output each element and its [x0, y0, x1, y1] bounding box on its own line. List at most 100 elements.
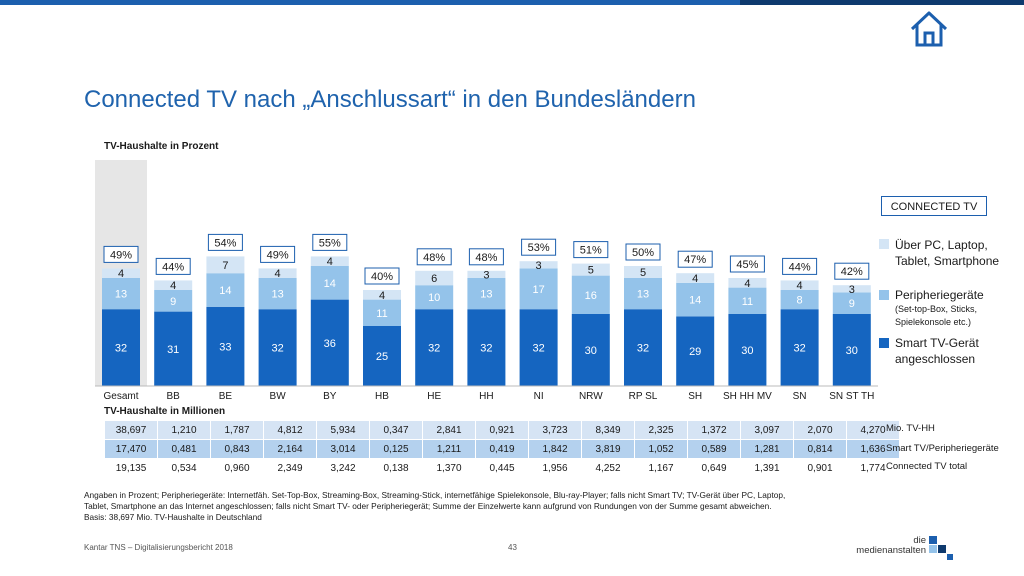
mio-table-cell: 0,960: [210, 458, 264, 478]
bar-segment: [624, 309, 662, 386]
top-accent-bar: [0, 0, 1024, 5]
mio-table-cell: 4,812: [263, 420, 317, 440]
legend-label-peripheral: Peripheriegeräte (Set-top-Box, Sticks, S…: [895, 288, 984, 327]
mio-table-cell: 1,774: [846, 458, 900, 478]
stacked-bar-chart: 3213449%Gesamt319444%BB3314754%BE3213449…: [95, 160, 878, 402]
category-tick-label: HB: [375, 391, 389, 402]
category-tick-label: BE: [219, 391, 233, 402]
bar-value-label: 4: [797, 280, 803, 292]
mio-table-cell: 2,841: [422, 420, 476, 440]
total-label: 45%: [736, 259, 758, 271]
bar-segment: [310, 266, 349, 300]
bar-segment: [780, 280, 819, 290]
mio-table-cell: 4,270: [846, 420, 900, 440]
bar-segment: [728, 314, 767, 386]
bar-value-label: 32: [480, 343, 492, 355]
bar-value-label: 36: [324, 338, 336, 350]
bar-segment: [571, 314, 610, 386]
bar-segment: [415, 309, 454, 386]
bar-value-label: 30: [585, 345, 597, 357]
bar-segment: [624, 278, 662, 310]
category-tick-label: SN: [793, 391, 807, 402]
mio-table-cell: 3,014: [316, 439, 370, 459]
bar-segment: [571, 263, 610, 276]
bar-value-label: 14: [689, 295, 701, 307]
total-label: 49%: [267, 249, 289, 261]
total-label-box: [416, 248, 452, 266]
total-label-box: [834, 262, 870, 280]
bar-value-label: 33: [219, 341, 231, 353]
bar-segment: [102, 268, 140, 278]
mio-table-row: 17,470 0,481 0,843 2,164 3,014 0,125 1,211 0,41…: [104, 439, 900, 459]
home-icon[interactable]: [908, 8, 950, 50]
mio-table-cell: 3,819: [581, 439, 635, 459]
top-accent-bar-dark: [740, 0, 1024, 5]
bar-segment: [467, 270, 506, 278]
total-label: 55%: [319, 237, 341, 249]
bar-segment: [206, 256, 245, 274]
bar-segment: [102, 278, 140, 310]
mio-table-title: TV-Haushalte in Millionen: [104, 406, 226, 417]
bar-segment: [467, 278, 506, 310]
category-tick-label: SN ST TH: [829, 391, 874, 402]
mio-table-cell: 0,814: [793, 439, 847, 459]
bar-segment: [154, 280, 193, 290]
bar-value-label: 4: [327, 256, 333, 268]
mio-table-cell: 19,135: [104, 458, 158, 478]
bar-segment: [258, 278, 297, 310]
category-tick-label: HE: [427, 391, 441, 402]
mio-table-cell: 0,481: [157, 439, 211, 459]
bar-value-label: 17: [532, 284, 544, 296]
total-label-box: [312, 233, 348, 251]
total-label: 51%: [580, 245, 602, 257]
total-label-box: [625, 243, 661, 261]
mio-table-cell: 1,956: [528, 458, 582, 478]
bar-value-label: 30: [846, 345, 858, 357]
bar-value-label: 9: [170, 296, 176, 308]
bar-value-label: 3: [536, 260, 542, 272]
bar-value-label: 32: [637, 343, 649, 355]
legend-label-smarttv: Smart TV-Gerät angeschlossen: [895, 336, 979, 366]
bar-value-label: 13: [115, 289, 127, 301]
category-tick-label: RP SL: [629, 391, 658, 402]
bar-value-label: 32: [115, 343, 127, 355]
bar-value-label: 25: [376, 351, 388, 363]
bar-value-label: 4: [692, 273, 698, 285]
bar-segment: [363, 326, 401, 386]
bar-segment: [780, 290, 819, 310]
bar-value-label: 32: [532, 343, 544, 355]
bar-segment: [519, 268, 558, 310]
mio-table-cell: 1,372: [687, 420, 741, 440]
mio-table-cell: 0,534: [157, 458, 211, 478]
total-label-box: [468, 248, 504, 266]
bar-segment: [832, 292, 871, 314]
bar-value-label: 7: [222, 260, 228, 272]
bar-value-label: 32: [428, 343, 440, 355]
bar-value-label: 4: [379, 290, 385, 302]
mio-table-cell: 1,370: [422, 458, 476, 478]
mio-table-cell: 0,125: [369, 439, 423, 459]
bar-segment: [571, 275, 610, 314]
mio-table-cell: 1,052: [634, 439, 688, 459]
mio-table-cell: 1,210: [157, 420, 211, 440]
mio-table-cell: 0,138: [369, 458, 423, 478]
total-label: 40%: [371, 271, 393, 283]
page-number: 43: [508, 543, 517, 552]
mio-table-cell: 3,723: [528, 420, 582, 440]
mio-table-cell: 4,252: [581, 458, 635, 478]
bar-value-label: 16: [585, 290, 597, 302]
bar-segment: [519, 309, 558, 386]
mio-table-cell: 2,349: [263, 458, 317, 478]
mio-table-cell: 1,281: [740, 439, 794, 459]
category-tick-label: BW: [270, 391, 287, 402]
bar-segment: [102, 309, 140, 386]
legend-label-pc: Über PC, Laptop, Tablet, Smartphone: [895, 238, 1000, 268]
total-label-box: [677, 250, 713, 268]
mio-table-cell: 0,901: [793, 458, 847, 478]
mio-table-cell: 2,070: [793, 420, 847, 440]
total-label-box: [103, 245, 139, 263]
total-label-box: [782, 257, 818, 275]
mio-table-cell: 2,164: [263, 439, 317, 459]
bar-segment: [154, 290, 193, 312]
category-tick-label: BY: [323, 391, 337, 402]
